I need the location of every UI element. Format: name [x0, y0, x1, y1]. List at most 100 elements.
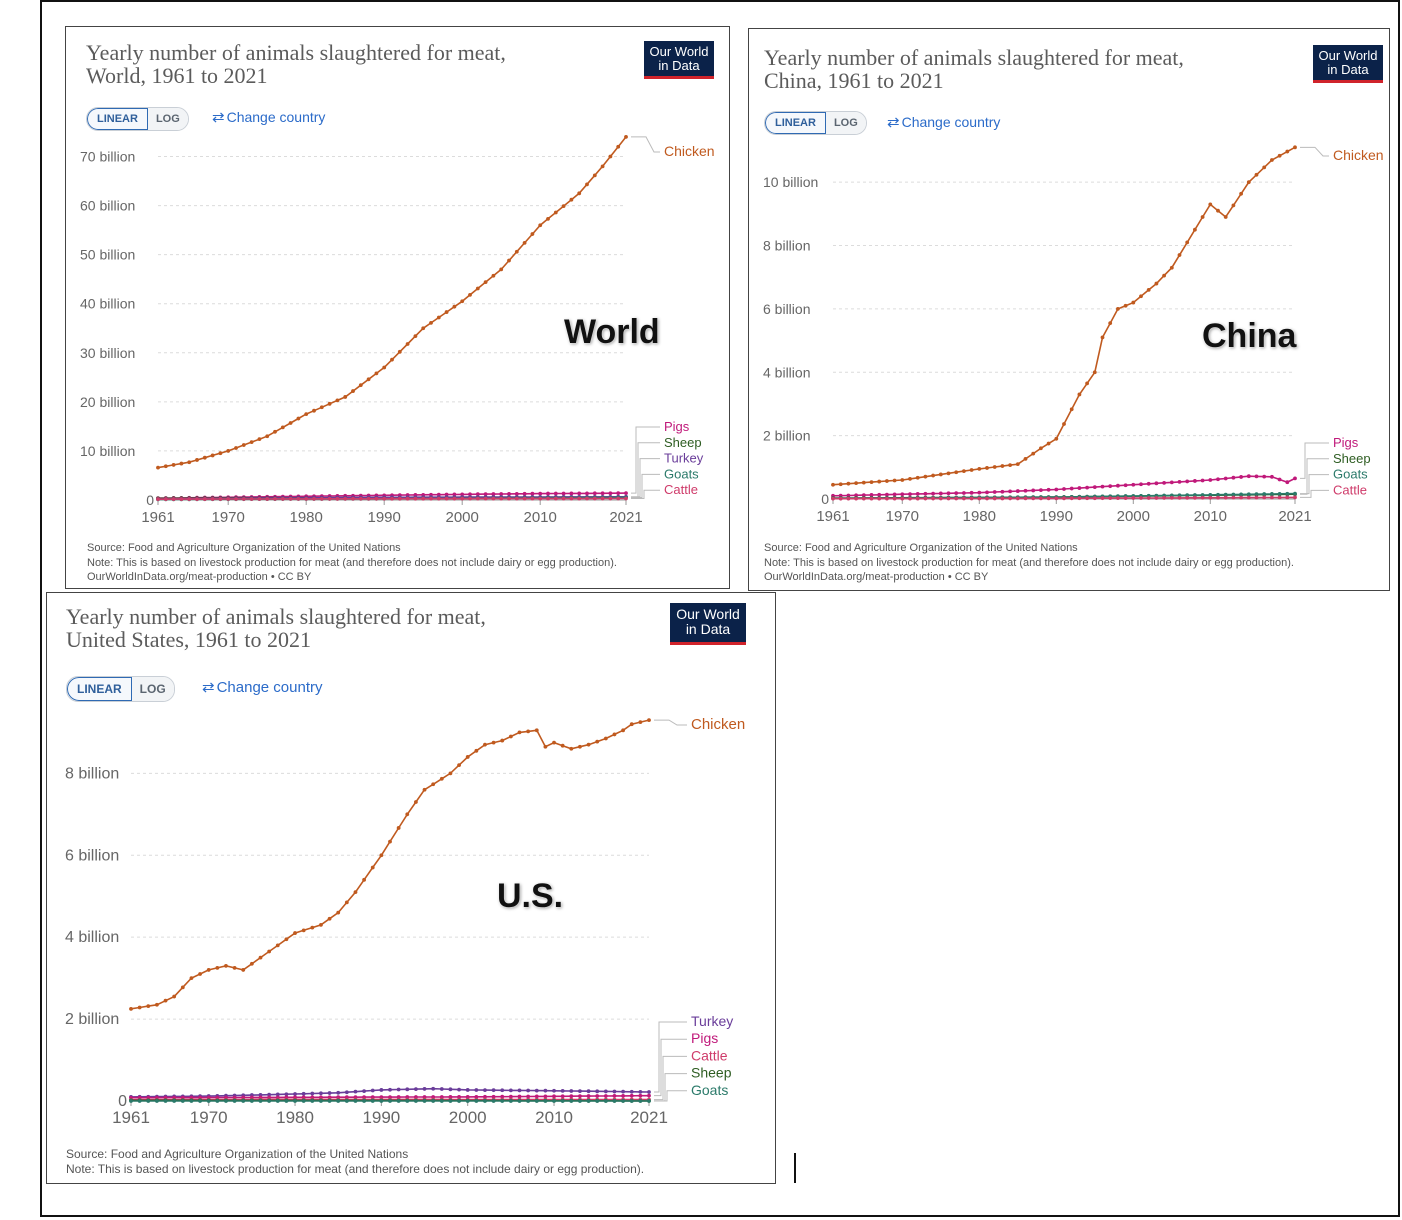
owid-logo[interactable]: Our World in Data [670, 603, 746, 645]
data-point [595, 739, 600, 744]
log-button[interactable]: LOG [825, 112, 866, 134]
data-point [163, 497, 168, 502]
data-point [388, 1087, 392, 1092]
series-label-goats: Goats [664, 466, 699, 481]
data-point [460, 492, 465, 497]
data-point [465, 1088, 470, 1092]
label-connector [1300, 474, 1329, 495]
data-point [1139, 482, 1143, 487]
log-button[interactable]: LOG [131, 677, 174, 701]
data-point [553, 210, 558, 215]
data-point [569, 1089, 574, 1093]
label-connector [654, 1038, 687, 1097]
data-point [474, 1088, 479, 1092]
data-point [624, 496, 628, 501]
data-point [1231, 492, 1236, 497]
data-point [189, 1099, 194, 1103]
data-point [1077, 392, 1082, 397]
data-point [468, 492, 472, 497]
data-point [1077, 486, 1082, 490]
data-point [616, 496, 621, 501]
data-point [621, 1099, 625, 1103]
y-tick-label: 10 billion [80, 443, 135, 459]
data-point [312, 496, 316, 501]
data-point [293, 931, 297, 935]
text-cursor [794, 1153, 796, 1183]
data-point [343, 496, 348, 501]
data-point [1200, 493, 1205, 497]
chart-title: Yearly number of animals slaughtered for… [764, 46, 1184, 92]
series-line [130, 719, 650, 1010]
linear-button[interactable]: LINEAR [87, 108, 148, 130]
change-country-button[interactable]: ⇄ Change country [202, 678, 322, 696]
data-point [1231, 475, 1236, 480]
label-connector [631, 458, 660, 498]
data-point [301, 928, 306, 933]
series-label-cattle: Cattle [1333, 482, 1367, 497]
data-point [374, 371, 379, 376]
data-point [460, 496, 465, 501]
linear-button[interactable]: LINEAR [765, 112, 826, 134]
data-point [624, 491, 628, 496]
series-label-sheep: Sheep [664, 435, 702, 450]
data-point [351, 389, 355, 393]
data-point [1031, 451, 1036, 456]
data-point [638, 720, 643, 725]
data-point [1200, 478, 1205, 483]
data-point [396, 826, 401, 830]
owid-logo[interactable]: Our World in Data [1313, 45, 1383, 83]
data-point [155, 1002, 159, 1007]
data-point [202, 455, 207, 460]
x-tick-label: 1961 [141, 509, 174, 526]
data-point [265, 497, 270, 501]
data-point [344, 900, 349, 905]
data-point [647, 1090, 651, 1094]
data-point [1131, 482, 1136, 487]
change-country-button[interactable]: ⇄ Change country [887, 113, 1000, 131]
data-point [577, 491, 582, 496]
data-point [436, 315, 441, 320]
data-point [892, 478, 897, 483]
data-point [522, 491, 527, 496]
change-country-label: Change country [226, 109, 326, 125]
data-point [241, 968, 246, 972]
data-point [180, 1099, 185, 1103]
data-point [1277, 477, 1282, 482]
log-button[interactable]: LOG [147, 108, 188, 130]
change-country-button[interactable]: ⇄ Change country [212, 108, 325, 126]
data-point [413, 334, 418, 339]
data-point [612, 1094, 617, 1098]
data-point [1046, 441, 1051, 446]
series-label-cattle: Cattle [664, 482, 698, 497]
y-tick-label: 60 billion [80, 198, 135, 214]
data-point [474, 1099, 479, 1103]
data-point [1246, 492, 1251, 497]
data-point [869, 496, 874, 501]
data-point [249, 961, 254, 966]
owid-logo[interactable]: Our World in Data [644, 41, 714, 79]
label-connector [631, 442, 660, 498]
data-point [358, 496, 363, 501]
data-point [522, 240, 527, 245]
data-point [1092, 370, 1097, 375]
data-point [586, 1094, 591, 1098]
label-connector [1300, 489, 1329, 498]
chart-panel-china: Yearly number of animals slaughtered for… [748, 28, 1390, 591]
chart-title: Yearly number of animals slaughtered for… [86, 41, 506, 87]
url-text[interactable]: OurWorldInData.org/meat-production • CC … [764, 571, 989, 583]
series-label-chicken: Chicken [691, 716, 745, 733]
y-tick-label: 6 billion [763, 301, 810, 317]
data-point [647, 1099, 651, 1103]
y-tick-label: 40 billion [80, 296, 135, 312]
data-point [553, 491, 558, 496]
url-text[interactable]: OurWorldInData.org/meat-production • CC … [87, 571, 312, 583]
data-point [1116, 483, 1120, 488]
note-text: Note: This is based on livestock product… [87, 556, 617, 569]
data-point [187, 497, 192, 502]
data-point [1015, 489, 1020, 493]
linear-button[interactable]: LINEAR [67, 677, 132, 701]
data-point [370, 1099, 375, 1103]
data-point [319, 1091, 323, 1096]
data-point [1193, 493, 1197, 497]
data-point [1285, 480, 1290, 485]
